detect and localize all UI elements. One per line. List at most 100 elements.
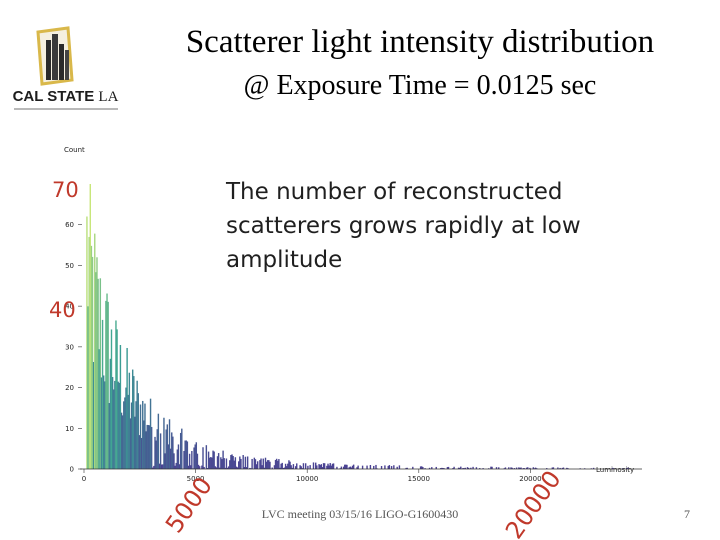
histogram-bar (145, 431, 147, 469)
histogram-bar (419, 466, 422, 469)
histogram-bar (208, 457, 211, 469)
histogram-bar (566, 467, 568, 469)
histogram-bar (119, 344, 122, 469)
histogram-bar (104, 381, 106, 469)
histogram-bar (238, 461, 240, 469)
y-axis-title: Count (64, 146, 85, 154)
histogram-bar (239, 456, 241, 469)
histogram-bar (380, 466, 383, 469)
histogram-bar (551, 467, 554, 469)
cal-state-la-logo: CAL STATE LA (8, 26, 123, 118)
histogram-bar (229, 460, 231, 469)
histogram-bar (265, 461, 268, 469)
histogram-bar (245, 467, 248, 469)
histogram-bar (561, 467, 564, 469)
histogram-bar (277, 460, 279, 469)
histogram-bar (121, 415, 124, 469)
histogram-bar (232, 456, 234, 469)
histogram-bar (466, 467, 469, 469)
histogram-bar (328, 465, 330, 469)
histogram-bar (519, 467, 521, 469)
x-ticks-group: 0 5000 10000 15000 20000 (82, 469, 542, 483)
histogram-bar (344, 464, 346, 469)
histogram-bar (467, 467, 470, 469)
histogram-bar (475, 467, 478, 469)
histogram-bar (345, 464, 347, 469)
x-axis-title: Luminosity (596, 466, 634, 474)
histogram-bar (234, 457, 237, 469)
histogram-bar (177, 444, 180, 469)
histogram-bar (329, 463, 331, 469)
histogram-bar (508, 467, 510, 469)
histogram-bar (294, 466, 297, 469)
histogram-bar (111, 377, 114, 469)
histogram-bar (443, 468, 445, 469)
histogram-bar (135, 401, 137, 469)
histogram-bar (262, 458, 264, 469)
histogram-bar (274, 459, 277, 469)
histogram-bar (457, 467, 460, 469)
building-shield-icon (36, 26, 74, 86)
histogram-bar (226, 467, 229, 469)
histogram-bar (405, 467, 407, 469)
histogram-bar (216, 456, 219, 469)
histogram-bar (462, 467, 464, 469)
histogram-bar (340, 466, 343, 469)
histogram-bar (211, 457, 213, 469)
histogram-bar (246, 456, 249, 469)
histogram-bar (137, 393, 139, 469)
red-mark-40: 40 (49, 298, 76, 322)
histogram-bar (139, 404, 142, 469)
x-tick-label: 5000 (187, 475, 205, 483)
histogram-bar (315, 462, 317, 469)
histogram-bar (479, 468, 481, 469)
histogram-bar (157, 413, 160, 469)
histogram-bar (114, 380, 116, 469)
histogram-bar (319, 465, 321, 469)
histogram-bar (133, 376, 135, 469)
histogram-bar (94, 233, 96, 469)
histogram-bar (215, 467, 218, 469)
histogram-bar (513, 468, 516, 469)
histogram-bar (611, 467, 614, 469)
histogram-bar (348, 467, 350, 469)
histogram-bar (464, 467, 466, 469)
histogram-bar (268, 460, 270, 469)
histogram-bar (342, 466, 345, 469)
histogram-bar (149, 398, 152, 469)
histogram-bar (393, 465, 395, 469)
histogram-bar (447, 466, 450, 469)
histogram-bar (296, 463, 298, 469)
histogram-bar (301, 468, 304, 469)
histogram-bar (163, 417, 165, 469)
histogram-bar (169, 448, 172, 469)
histogram-bar (249, 467, 251, 469)
histogram-bar (153, 465, 155, 469)
histogram-bar (181, 428, 183, 469)
histogram-bar (567, 468, 569, 469)
histogram-bar (203, 466, 205, 469)
histogram-bar (396, 466, 398, 469)
histogram-bar (300, 466, 302, 469)
histogram-bar (95, 272, 97, 469)
histogram-bar (350, 467, 353, 469)
histogram-bar (97, 278, 99, 469)
histogram-bar (108, 403, 110, 469)
histogram-bar (124, 397, 126, 469)
histogram-bar (346, 464, 348, 469)
histogram-bar (155, 440, 157, 469)
y-tick-label: 60 (65, 221, 74, 229)
histogram-bar (292, 464, 295, 469)
histogram-bar (219, 467, 221, 469)
histogram-bar (287, 463, 289, 469)
histogram-bar (458, 467, 461, 469)
histogram-bar (90, 245, 93, 469)
histogram-bar (167, 444, 170, 469)
histogram-bar (118, 382, 121, 469)
y-tick-label: 0 (70, 466, 74, 474)
histogram-bar (187, 465, 190, 469)
histogram-bar (106, 293, 108, 469)
histogram-bar (626, 467, 628, 469)
histogram-bar (312, 462, 315, 469)
